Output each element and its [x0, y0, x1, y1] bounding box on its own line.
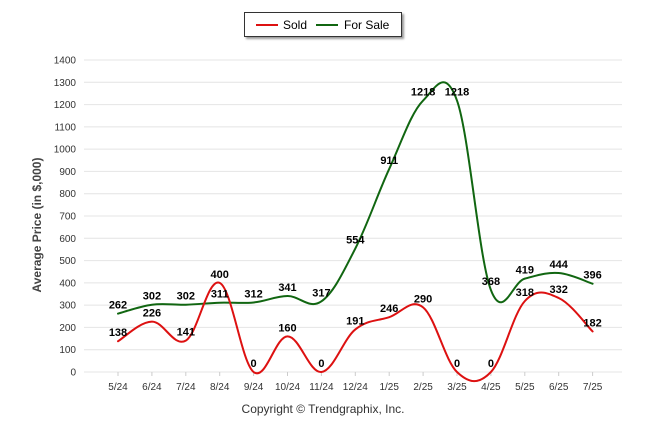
series-line-for-sale [117, 81, 594, 315]
data-label-sold: 400 [211, 269, 229, 281]
data-label-for-sale: 368 [482, 276, 500, 288]
y-tick-labels: 0 100 200 300 400 500 600 700 800 900 1000 1100 1200… [54, 56, 77, 379]
data-label-for-sale: 262 [109, 300, 127, 312]
data-label-sold: 160 [278, 322, 296, 334]
y-tick-label: 1400 [54, 56, 77, 67]
x-tick-label: 6/24 [142, 382, 162, 393]
data-label-sold: 0 [318, 358, 324, 370]
legend-swatch-for-sale [316, 24, 338, 26]
data-label-for-sale: 302 [177, 291, 195, 303]
x-tick-label: 7/25 [583, 382, 603, 393]
copyright-footer: Copyright © Trendgraphix, Inc. [241, 402, 405, 416]
x-tick-label: 8/24 [210, 382, 230, 393]
series-lines [117, 81, 594, 383]
data-label-sold: 191 [346, 315, 364, 327]
data-label-for-sale: 444 [550, 259, 569, 271]
y-tick-label: 200 [59, 323, 76, 334]
x-tick-label: 9/24 [244, 382, 264, 393]
x-tick-label: 1/25 [379, 382, 399, 393]
x-tick-label: 2/25 [413, 382, 433, 393]
y-tick-label: 800 [59, 189, 76, 200]
data-label-for-sale: 341 [278, 282, 296, 294]
data-label-sold: 290 [414, 293, 432, 305]
data-label-for-sale: 1218 [411, 87, 435, 99]
data-label-for-sale: 1218 [445, 87, 469, 99]
series-line-sold [117, 281, 594, 383]
data-label-for-sale: 312 [244, 288, 262, 300]
data-label-for-sale: 419 [516, 265, 534, 277]
x-tick-labels: 5/24 6/24 7/24 8/24 9/24 10/24 11/24 12/24 1/25 2… [108, 382, 603, 393]
y-tick-label: 1200 [54, 100, 77, 111]
y-tick-label: 300 [59, 301, 76, 312]
grid-lines [84, 59, 622, 376]
y-tick-label: 1100 [54, 122, 76, 133]
x-tick-label: 11/24 [309, 382, 334, 393]
y-tick-label: 1000 [54, 145, 77, 156]
x-tick-label: 12/24 [343, 382, 368, 393]
x-tick-label: 5/25 [515, 382, 535, 393]
data-label-sold: 246 [380, 303, 398, 315]
x-tick-label: 5/24 [108, 382, 128, 393]
data-label-sold: 318 [516, 287, 534, 299]
data-label-for-sale: 311 [211, 289, 229, 301]
data-label-sold: 138 [109, 327, 127, 339]
data-label-sold: 0 [454, 358, 460, 370]
y-axis-label: Average Price (in $,000) [30, 157, 44, 293]
legend-label-sold: Sold [283, 18, 308, 32]
data-label-for-sale: 911 [380, 155, 398, 167]
data-label-for-sale: 317 [312, 287, 330, 299]
data-label-for-sale: 554 [346, 235, 365, 247]
data-label-sold: 332 [550, 284, 568, 296]
data-label-sold: 141 [177, 327, 195, 339]
data-label-sold: 182 [583, 317, 601, 329]
x-tick-label: 4/25 [481, 382, 501, 393]
x-tick-label: 10/24 [275, 382, 300, 393]
legend-label-for-sale: For Sale [344, 18, 390, 32]
data-label-sold: 0 [488, 358, 494, 370]
y-tick-label: 700 [59, 212, 76, 223]
data-label-for-sale: 396 [583, 270, 601, 282]
y-tick-label: 900 [59, 167, 76, 178]
legend: Sold For Sale [244, 12, 402, 37]
data-labels: 138 226 141 400 0 160 0 191 246 290 0 0 318 332 182 262… [109, 87, 602, 370]
x-tick-label: 7/24 [176, 382, 196, 393]
legend-swatch-sold [256, 24, 278, 26]
y-tick-label: 600 [59, 234, 76, 245]
y-tick-label: 500 [59, 256, 76, 267]
y-tick-label: 1300 [54, 78, 77, 89]
y-tick-label: 0 [70, 368, 76, 379]
y-tick-label: 400 [59, 278, 76, 289]
x-tick-label: 3/25 [447, 382, 467, 393]
data-label-for-sale: 302 [143, 291, 161, 303]
y-tick-label: 100 [59, 345, 76, 356]
data-label-sold: 226 [143, 308, 161, 320]
data-label-sold: 0 [251, 358, 257, 370]
x-tick-label: 6/25 [549, 382, 569, 393]
